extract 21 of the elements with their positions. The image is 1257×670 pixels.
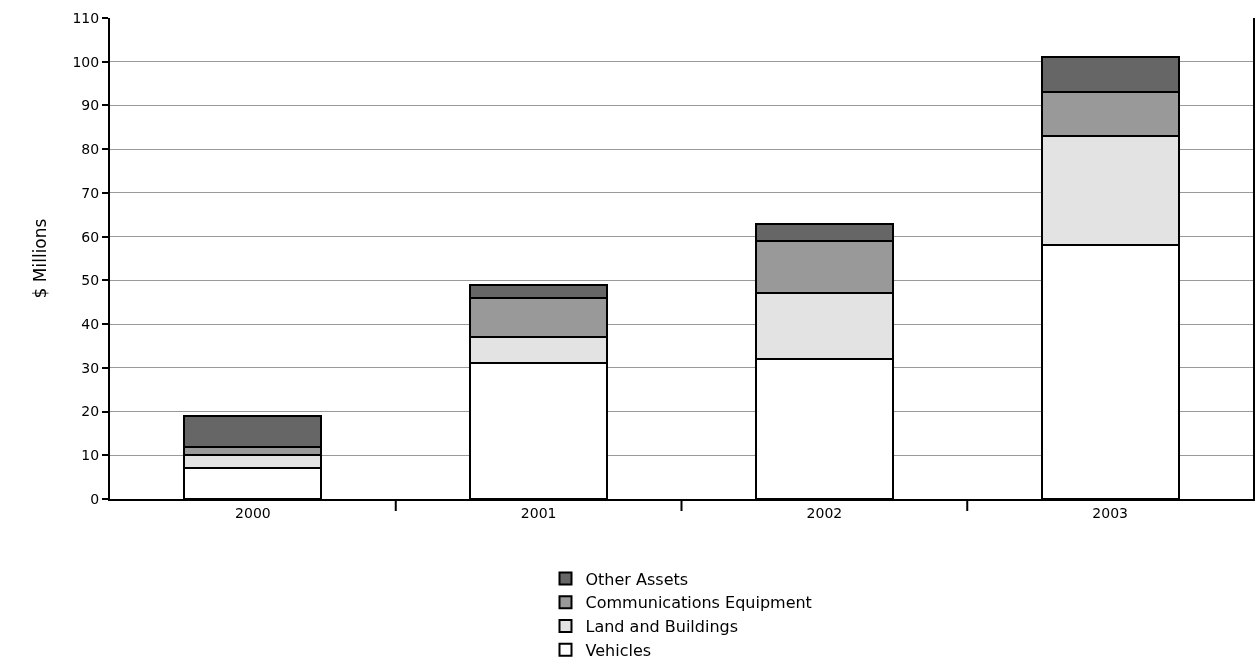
y-tick-label: 50 — [81, 272, 100, 289]
y-tick-label: 10 — [81, 447, 100, 464]
y-tick-label: 30 — [81, 359, 100, 376]
legend-label: Vehicles — [585, 641, 652, 661]
legend-label: Land and Buildings — [585, 617, 739, 637]
y-axis-title: $ Millions — [29, 218, 50, 299]
y-tick-label: 90 — [81, 97, 100, 114]
y-tick-label: 80 — [81, 141, 100, 158]
y-tick-label: 100 — [72, 53, 100, 70]
legend-label: Communications Equipment — [585, 593, 812, 613]
y-tick-label: 0 — [90, 490, 100, 507]
legend-label: Other Assets — [585, 569, 689, 589]
y-tick-label: 60 — [81, 228, 100, 245]
y-tick-label: 70 — [81, 184, 100, 201]
y-tick-label: 110 — [72, 9, 100, 26]
y-tick-label: 40 — [81, 315, 100, 332]
x-tick-label: 2001 — [520, 504, 557, 521]
y-tick-label: 20 — [81, 403, 100, 420]
x-tick-label: 2003 — [1092, 504, 1128, 521]
x-tick-label: 2002 — [806, 504, 843, 521]
x-tick-label: 2000 — [235, 504, 271, 521]
